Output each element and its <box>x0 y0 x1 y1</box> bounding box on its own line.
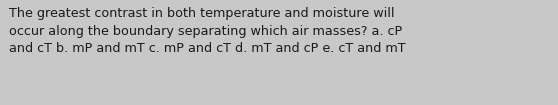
Text: The greatest contrast in both temperature and moisture will
occur along the boun: The greatest contrast in both temperatur… <box>9 7 406 55</box>
